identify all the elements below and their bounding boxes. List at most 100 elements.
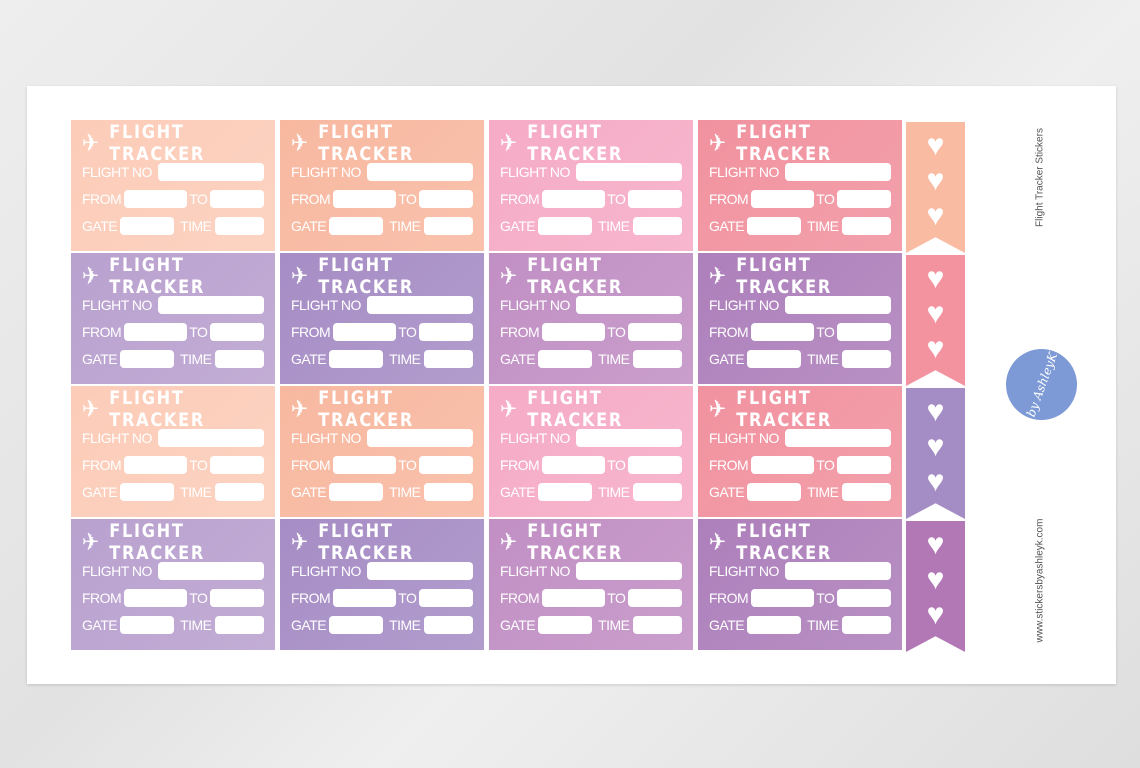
gate-box — [329, 349, 384, 368]
flight-no-label: FLIGHT NO — [500, 163, 570, 180]
airplane-icon: ✈ — [709, 129, 728, 157]
airplane-icon: ✈ — [709, 262, 728, 290]
airplane-icon: ✈ — [82, 262, 101, 290]
sticker-title: FLIGHT TRACKER — [736, 254, 832, 298]
heart-icon: ♥ — [926, 395, 945, 428]
heart-icon: ♥ — [926, 465, 945, 498]
from-box — [751, 322, 815, 341]
gate-box — [538, 482, 593, 501]
sheet-title: Flight Tracker Stickers — [1034, 128, 1046, 227]
flight-no-label: FLIGHT NO — [500, 562, 570, 579]
flight-no-box — [366, 162, 473, 181]
gate-label: GATE — [291, 217, 327, 234]
flight-tracker-sticker: ✈ FLIGHT TRACKER FLIGHT NO FROM TO GATE TIM… — [280, 120, 484, 251]
flight-no-label: FLIGHT NO — [500, 429, 570, 446]
gate-label: GATE — [82, 350, 118, 367]
time-box — [423, 216, 473, 235]
flight-no-label: FLIGHT NO — [709, 562, 779, 579]
from-box — [542, 189, 606, 208]
flight-no-box — [366, 428, 473, 447]
sticker-title: FLIGHT TRACKER — [736, 520, 832, 564]
heart-icon: ♥ — [926, 598, 945, 631]
to-label: TO — [189, 456, 208, 473]
time-box — [632, 216, 682, 235]
flight-tracker-sticker: ✈ FLIGHT TRACKER FLIGHT NO FROM TO GATE TIM… — [698, 253, 902, 384]
time-label: TIME — [598, 616, 630, 633]
to-label: TO — [816, 190, 835, 207]
gate-label: GATE — [709, 350, 745, 367]
to-box — [628, 455, 682, 474]
time-box — [214, 482, 264, 501]
time-label: TIME — [180, 350, 212, 367]
heart-icon: ♥ — [926, 430, 945, 463]
sticker-title: FLIGHT TRACKER — [527, 254, 623, 298]
sticker-title: FLIGHT TRACKER — [109, 121, 205, 165]
sticker-title: FLIGHT TRACKER — [736, 387, 832, 431]
to-label: TO — [189, 323, 208, 340]
to-label: TO — [816, 589, 835, 606]
airplane-icon: ✈ — [500, 262, 519, 290]
to-label: TO — [398, 456, 417, 473]
flight-tracker-sticker: ✈ FLIGHT TRACKER FLIGHT NO FROM TO GATE TIM… — [71, 253, 275, 384]
gate-label: GATE — [500, 616, 536, 633]
flight-no-box — [575, 428, 682, 447]
to-box — [837, 322, 891, 341]
to-box — [419, 455, 473, 474]
time-box — [423, 482, 473, 501]
time-label: TIME — [180, 483, 212, 500]
from-box — [124, 189, 188, 208]
from-label: FROM — [82, 456, 122, 473]
sticker-title: FLIGHT TRACKER — [109, 387, 205, 431]
time-box — [423, 349, 473, 368]
flight-no-box — [157, 428, 264, 447]
time-label: TIME — [389, 616, 421, 633]
flight-no-box — [366, 295, 473, 314]
flight-no-label: FLIGHT NO — [291, 429, 361, 446]
time-label: TIME — [598, 483, 630, 500]
to-label: TO — [816, 323, 835, 340]
time-box — [841, 615, 891, 634]
flight-no-box — [784, 561, 891, 580]
heart-icon: ♥ — [926, 297, 945, 330]
heart-icon: ♥ — [926, 528, 945, 561]
gate-box — [120, 615, 175, 634]
gate-box — [120, 349, 175, 368]
from-label: FROM — [82, 190, 122, 207]
flight-tracker-sticker: ✈ FLIGHT TRACKER FLIGHT NO FROM TO GATE TIM… — [489, 253, 693, 384]
to-box — [628, 189, 682, 208]
time-label: TIME — [807, 483, 839, 500]
time-box — [214, 615, 264, 634]
airplane-icon: ✈ — [500, 129, 519, 157]
flight-no-label: FLIGHT NO — [709, 296, 779, 313]
time-label: TIME — [389, 217, 421, 234]
sticker-title: FLIGHT TRACKER — [318, 254, 414, 298]
flight-tracker-sticker: ✈ FLIGHT TRACKER FLIGHT NO FROM TO GATE TIM… — [489, 386, 693, 517]
from-label: FROM — [709, 589, 749, 606]
from-box — [333, 322, 397, 341]
gate-box — [747, 615, 802, 634]
flight-no-box — [784, 162, 891, 181]
airplane-icon: ✈ — [291, 395, 310, 423]
to-box — [837, 588, 891, 607]
flight-tracker-sticker: ✈ FLIGHT TRACKER FLIGHT NO FROM TO GATE TIM… — [698, 386, 902, 517]
from-label: FROM — [500, 323, 540, 340]
gate-label: GATE — [500, 350, 536, 367]
from-box — [751, 588, 815, 607]
flight-tracker-sticker: ✈ FLIGHT TRACKER FLIGHT NO FROM TO GATE TIM… — [280, 253, 484, 384]
gate-label: GATE — [500, 217, 536, 234]
from-box — [333, 455, 397, 474]
flight-no-box — [157, 295, 264, 314]
to-box — [837, 189, 891, 208]
time-box — [841, 482, 891, 501]
from-label: FROM — [82, 323, 122, 340]
airplane-icon: ✈ — [709, 395, 728, 423]
to-label: TO — [189, 589, 208, 606]
from-label: FROM — [709, 190, 749, 207]
gate-label: GATE — [709, 483, 745, 500]
time-box — [841, 349, 891, 368]
time-label: TIME — [807, 217, 839, 234]
to-box — [837, 455, 891, 474]
from-label: FROM — [500, 456, 540, 473]
to-box — [419, 588, 473, 607]
gate-label: GATE — [709, 616, 745, 633]
